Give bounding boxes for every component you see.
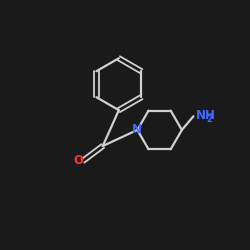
Text: NH: NH bbox=[196, 108, 215, 122]
Text: 2: 2 bbox=[206, 115, 212, 124]
Text: O: O bbox=[74, 154, 84, 167]
Text: N: N bbox=[132, 124, 142, 136]
